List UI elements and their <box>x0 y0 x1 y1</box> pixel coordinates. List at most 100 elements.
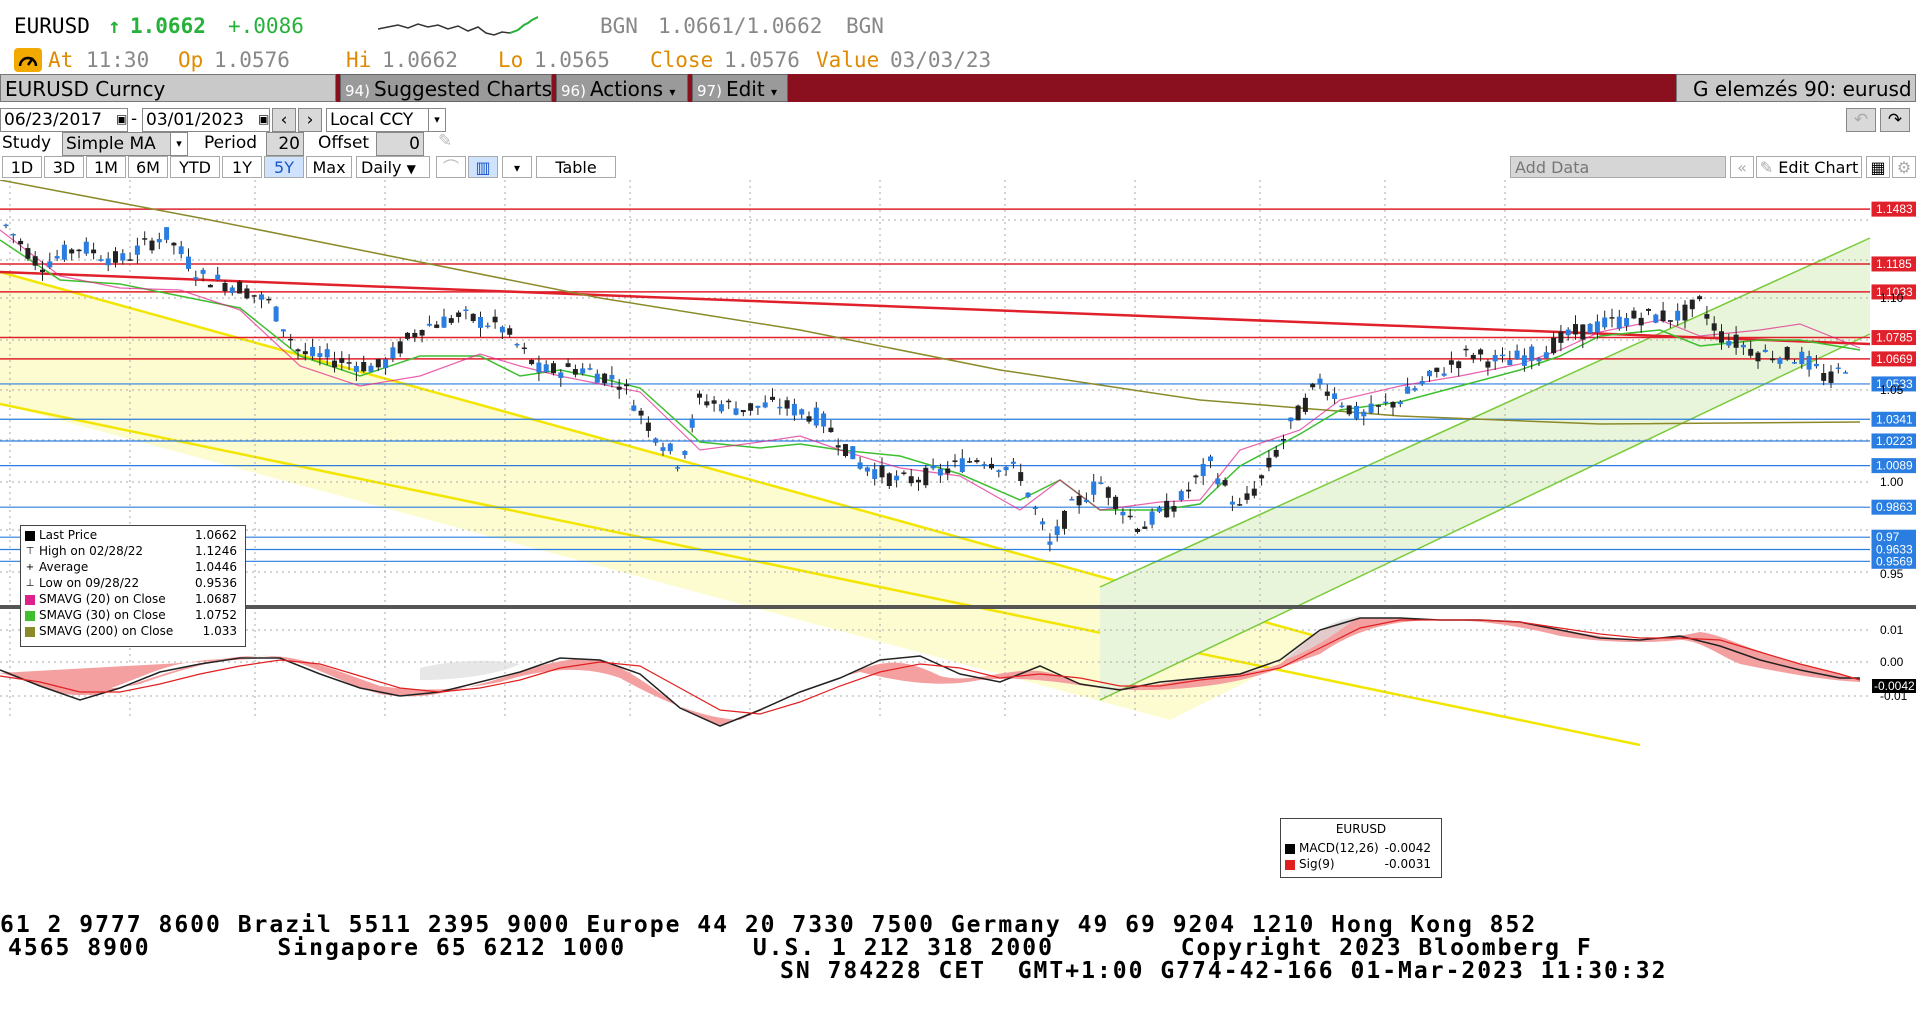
candle-body <box>755 405 761 408</box>
range-6m[interactable]: 6M <box>128 156 168 178</box>
actions-button[interactable]: 96) Actions ▾ <box>556 74 688 102</box>
range-1d[interactable]: 1D <box>2 156 42 178</box>
candle-body <box>1010 461 1016 464</box>
speedometer-icon[interactable] <box>14 48 42 72</box>
news-ticker-line-1: 61 2 9777 8600 Brazil 5511 2395 9000 Eur… <box>0 912 1538 938</box>
average-marker-icon: + <box>25 561 35 573</box>
candle-body <box>726 400 732 403</box>
chart-legend[interactable]: Last Price 1.0662 ⊤ High on 02/28/22 1.1246… <box>20 525 246 647</box>
candle-body <box>178 246 184 254</box>
undo-icon[interactable]: ↶ <box>1846 108 1876 132</box>
bar-chart-icon[interactable]: ▥ <box>468 156 498 178</box>
edit-button[interactable]: 97) Edit ▾ <box>692 74 788 102</box>
line-chart-icon[interactable]: ⌒ <box>436 156 466 178</box>
security-field[interactable]: EURUSD Curncy <box>0 74 336 102</box>
end-date-field[interactable]: 03/01/2023 <box>142 108 270 132</box>
candle-body <box>974 460 980 463</box>
collapse-icon[interactable]: « <box>1730 156 1754 178</box>
candle-body <box>1186 489 1192 492</box>
calendar-icon-2[interactable]: ▣ <box>258 112 270 126</box>
candle-body <box>1624 317 1630 326</box>
candle-body <box>1069 499 1075 501</box>
candle-body <box>1113 496 1119 510</box>
range-1y[interactable]: 1Y <box>222 156 262 178</box>
candle-body <box>1368 403 1374 413</box>
price-chart[interactable]: 1.17041.14831.11851.10331.07851.06691.05… <box>0 180 1916 890</box>
study-select[interactable]: Simple MA <box>62 132 188 156</box>
suggested-charts-button[interactable]: 94) Suggested Charts <box>340 74 552 102</box>
candle-body <box>791 403 797 416</box>
y-tick-label: 0.95 <box>1880 567 1904 581</box>
price-tag-box <box>1871 433 1916 449</box>
legend-swatch-sma200 <box>25 626 35 637</box>
legend-label: SMAVG (200) on Close <box>39 624 174 638</box>
candle-body <box>1412 388 1418 391</box>
candle-body <box>1733 334 1739 348</box>
open-value: 1.0576 <box>214 48 290 72</box>
candle-body <box>1142 526 1148 529</box>
currency-select[interactable]: Local CCY <box>326 108 446 132</box>
candle-body <box>1470 354 1476 360</box>
frequency-select[interactable]: Daily ▼ <box>356 156 430 178</box>
macd-legend[interactable]: EURUSD MACD(12,26) -0.0042 Sig(9) -0.0031 <box>1280 818 1442 878</box>
table-button[interactable]: Table <box>536 156 616 178</box>
range-ytd[interactable]: YTD <box>170 156 220 178</box>
candle-body <box>872 469 878 480</box>
range-5y[interactable]: 5Y <box>264 156 304 178</box>
legend-swatch-sma30 <box>25 610 35 621</box>
candle-body <box>1543 352 1549 359</box>
chart-settings-icon[interactable]: ▦ <box>1866 156 1890 178</box>
candle-body <box>1602 317 1608 328</box>
candle-body <box>3 224 9 227</box>
candle-body <box>1616 316 1622 329</box>
candle-body <box>1397 401 1403 405</box>
candle-body <box>134 245 140 255</box>
redo-icon[interactable]: ↷ <box>1880 108 1910 132</box>
candle-body <box>1164 500 1170 518</box>
next-period-button[interactable]: › <box>298 108 322 132</box>
candle-body <box>1419 381 1425 385</box>
candle-body <box>105 258 111 266</box>
legend-row-last-price: Last Price 1.0662 <box>25 528 241 543</box>
candle-body <box>1536 358 1542 362</box>
candle-body <box>1288 417 1294 422</box>
candle-body <box>1178 491 1184 501</box>
study-dropdown-icon[interactable]: ▾ <box>170 132 188 156</box>
range-1m[interactable]: 1M <box>86 156 126 178</box>
price-tag-label: 1.1185 <box>1876 257 1912 271</box>
candle-body <box>186 256 191 269</box>
news-ticker-line-2: 4565 8900 Singapore 65 6212 1000 U.S. 1 … <box>8 935 1593 961</box>
price-tag-label: 0.9633 <box>1876 543 1913 557</box>
range-3d[interactable]: 3D <box>44 156 84 178</box>
legend-swatch-sma20 <box>25 594 35 605</box>
open-label: Op <box>178 48 204 72</box>
candle-body <box>1565 329 1571 336</box>
edit-chart-label: Edit Chart <box>1778 158 1859 177</box>
candle-body <box>1638 317 1644 326</box>
security-bar: EURUSD Curncy 94) Suggested Charts 96) Act… <box>0 74 1916 102</box>
month-label: Nov <box>1302 889 1323 890</box>
offset-input[interactable]: 0 <box>376 132 424 156</box>
pencil-icon[interactable]: ✎ <box>438 131 453 151</box>
legend-row-sma30: SMAVG (30) on Close 1.0752 <box>25 608 241 623</box>
edit-chart-button[interactable]: ✎ Edit Chart <box>1756 156 1862 178</box>
candle-body <box>1332 393 1338 400</box>
start-date-field[interactable]: 06/23/2017 <box>0 108 128 132</box>
candle-body <box>1222 480 1228 486</box>
up-channel-bottom <box>1099 333 1871 701</box>
candle-body <box>1062 510 1067 529</box>
range-max[interactable]: Max <box>306 156 352 178</box>
candle-body <box>850 446 856 460</box>
price-tag-box <box>1871 351 1916 367</box>
candle-body <box>485 325 491 328</box>
calendar-icon[interactable]: ▣ <box>116 112 128 126</box>
period-input[interactable]: 20 <box>266 132 304 156</box>
currency-dropdown-icon[interactable]: ▾ <box>428 108 446 132</box>
price-tag-label: 1.0223 <box>1876 434 1913 448</box>
at-time: 11:30 <box>86 48 150 72</box>
pane-separator[interactable] <box>0 605 1916 609</box>
prev-period-button[interactable]: ‹ <box>272 108 296 132</box>
chart-type-dropdown-icon[interactable]: ▾ <box>502 156 532 178</box>
add-data-field[interactable]: Add Data <box>1510 156 1726 178</box>
gear-icon[interactable]: ⚙ <box>1892 156 1916 178</box>
